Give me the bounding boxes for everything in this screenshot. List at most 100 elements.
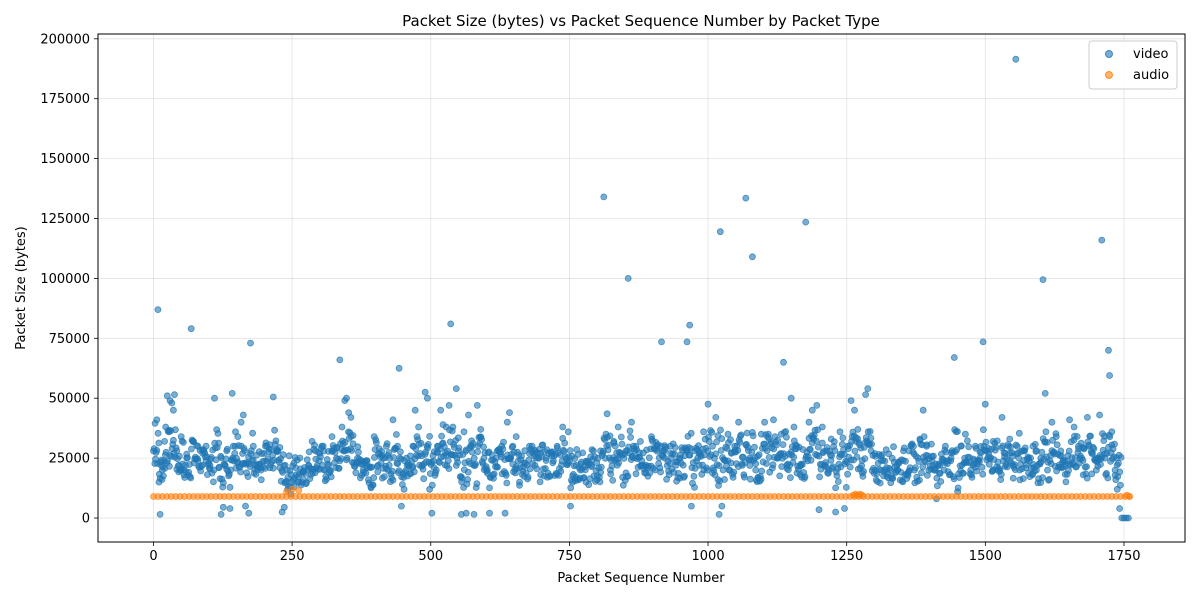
video-point bbox=[509, 442, 517, 450]
video-point bbox=[763, 447, 771, 455]
video-point bbox=[989, 437, 997, 445]
video-point bbox=[327, 473, 335, 481]
video-point bbox=[572, 461, 580, 469]
video-point bbox=[382, 442, 390, 450]
video-point bbox=[746, 454, 753, 462]
audio-point bbox=[283, 488, 291, 496]
video-point bbox=[559, 423, 567, 431]
video-point bbox=[426, 485, 434, 493]
video-point bbox=[742, 194, 750, 202]
video-point bbox=[1012, 55, 1020, 63]
video-point bbox=[153, 416, 161, 424]
video-point bbox=[877, 457, 885, 464]
video-point bbox=[774, 436, 782, 444]
video-point bbox=[687, 429, 695, 437]
video-point bbox=[998, 413, 1006, 421]
video-point bbox=[336, 356, 344, 364]
video-point bbox=[303, 456, 311, 464]
video-point bbox=[493, 447, 501, 455]
video-point bbox=[1096, 411, 1103, 419]
x-tick-label: 250 bbox=[280, 549, 305, 564]
video-point bbox=[1052, 433, 1060, 441]
video-point bbox=[876, 479, 884, 487]
video-point bbox=[477, 425, 485, 433]
video-point bbox=[400, 485, 408, 493]
video-point bbox=[1083, 474, 1091, 482]
video-point bbox=[411, 406, 419, 414]
video-point bbox=[590, 447, 597, 455]
video-point bbox=[357, 457, 365, 464]
video-point bbox=[686, 321, 694, 329]
video-point bbox=[597, 463, 605, 471]
video-point bbox=[1070, 423, 1078, 431]
video-point bbox=[454, 434, 462, 442]
video-point bbox=[889, 474, 897, 482]
video-point bbox=[494, 463, 501, 471]
video-point bbox=[266, 464, 274, 472]
video-point bbox=[695, 461, 703, 469]
video-point bbox=[915, 458, 923, 465]
video-point bbox=[465, 411, 472, 419]
video-point bbox=[1006, 435, 1014, 443]
video-point bbox=[741, 473, 748, 481]
video-point bbox=[942, 442, 949, 450]
video-point bbox=[531, 461, 539, 469]
video-point bbox=[637, 437, 644, 445]
video-point bbox=[363, 457, 371, 465]
video-point bbox=[844, 442, 852, 450]
video-point bbox=[860, 467, 867, 475]
video-point bbox=[776, 472, 784, 480]
y-axis-ticks: 0 25000 50000 75000 100000 125000 150000 175000… bbox=[40, 32, 98, 527]
video-point bbox=[737, 431, 745, 439]
video-point bbox=[473, 480, 481, 488]
video-point bbox=[780, 358, 787, 366]
video-point bbox=[1015, 454, 1022, 462]
video-point bbox=[557, 467, 565, 475]
video-point bbox=[704, 400, 712, 408]
video-point bbox=[327, 467, 334, 475]
video-point bbox=[831, 447, 839, 455]
video-point bbox=[846, 463, 854, 471]
x-tick-label: 1750 bbox=[1107, 549, 1140, 564]
video-point bbox=[189, 437, 197, 445]
video-point bbox=[226, 505, 234, 512]
video-point bbox=[480, 443, 488, 451]
video-point bbox=[296, 454, 304, 462]
video-point bbox=[717, 447, 725, 454]
video-point bbox=[866, 428, 874, 435]
video-point bbox=[242, 502, 249, 510]
x-axis-ticks: 0 250 500 750 1000 1250 1500 1750 bbox=[149, 542, 1141, 564]
video-point bbox=[1115, 459, 1122, 467]
legend-marker-audio bbox=[1105, 71, 1113, 79]
legend: video audio bbox=[1088, 40, 1178, 90]
video-point bbox=[1042, 428, 1050, 436]
video-point bbox=[374, 461, 382, 469]
video-point bbox=[320, 466, 328, 474]
video-point bbox=[455, 447, 462, 455]
video-point bbox=[433, 442, 441, 450]
video-point bbox=[894, 466, 902, 474]
legend-label-video: video bbox=[1133, 47, 1169, 62]
video-point bbox=[646, 469, 654, 477]
x-tick-label: 750 bbox=[557, 549, 582, 564]
video-point bbox=[394, 442, 401, 450]
video-point bbox=[241, 447, 249, 455]
video-point bbox=[928, 457, 936, 464]
video-point bbox=[787, 394, 795, 402]
video-point bbox=[486, 484, 493, 492]
video-point bbox=[470, 454, 478, 462]
x-tick-label: 1000 bbox=[692, 549, 725, 564]
video-point bbox=[480, 454, 488, 462]
video-point bbox=[341, 438, 349, 446]
video-point bbox=[444, 457, 452, 465]
plot-frame bbox=[97, 33, 1186, 543]
video-point bbox=[442, 423, 450, 431]
video-point bbox=[173, 447, 181, 455]
video-point bbox=[965, 443, 973, 451]
video-point bbox=[175, 452, 183, 460]
video-point bbox=[916, 435, 924, 443]
video-point bbox=[714, 476, 722, 484]
video-point bbox=[985, 460, 993, 468]
video-point bbox=[937, 478, 945, 485]
